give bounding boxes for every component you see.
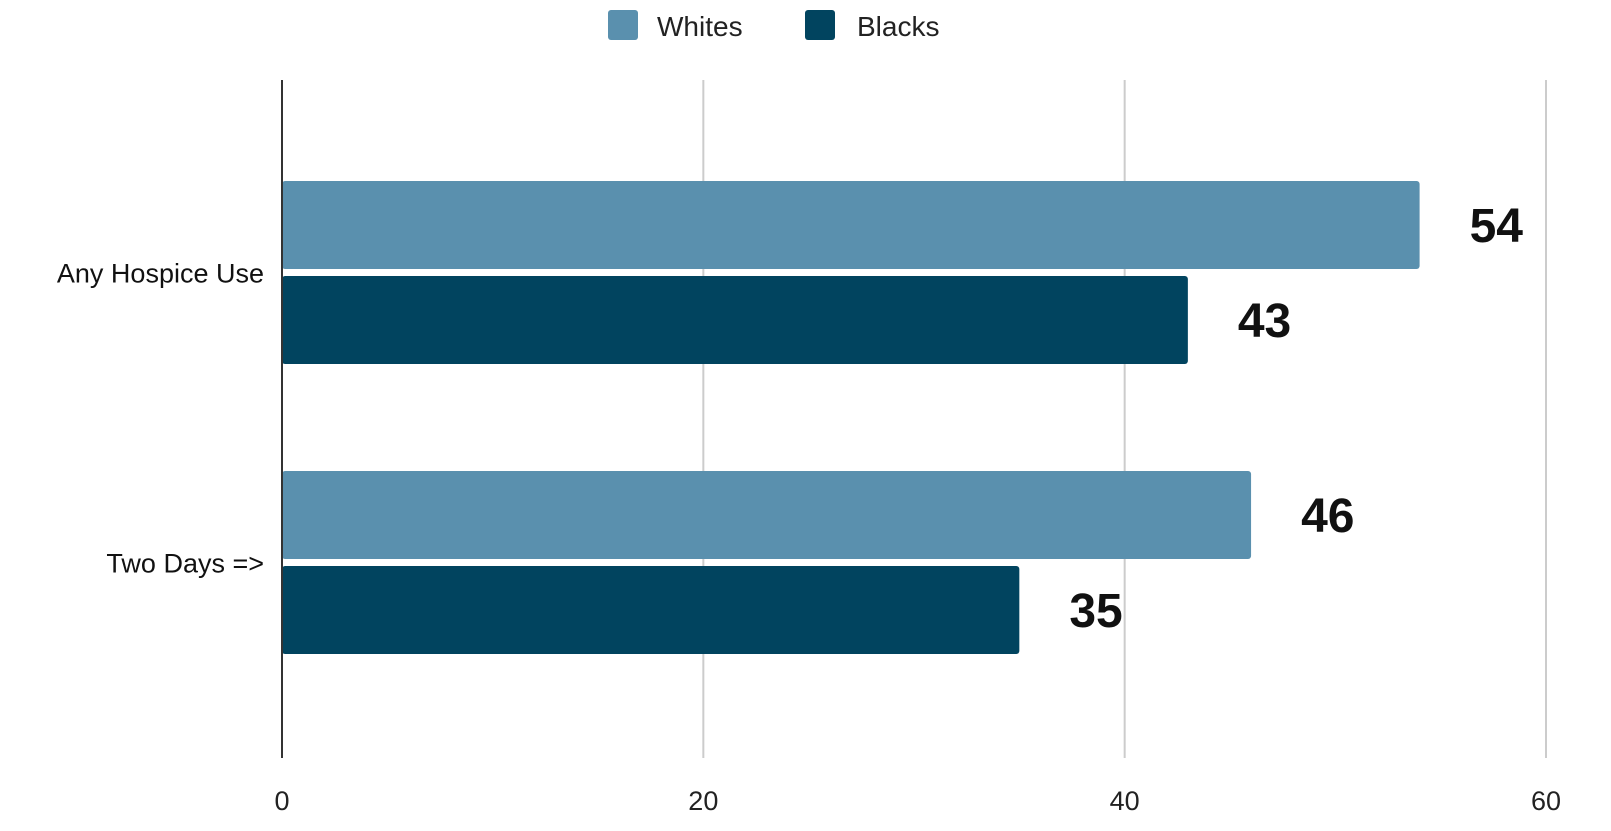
data-label-two-days-whites: 46: [1301, 490, 1354, 543]
data-labels: 54 43 46 35: [1069, 200, 1523, 638]
data-label-two-days-blacks: 35: [1069, 585, 1122, 638]
bars: [282, 181, 1420, 654]
legend-label-whites: Whites: [657, 11, 743, 42]
bar-any-hospice-use-whites: [282, 181, 1420, 269]
data-label-any-hospice-use-blacks: 43: [1238, 295, 1291, 348]
legend: Whites Blacks: [608, 10, 939, 42]
data-label-any-hospice-use-whites: 54: [1470, 200, 1524, 253]
x-tick-label-60: 60: [1531, 786, 1561, 816]
legend-item-whites: Whites: [608, 10, 743, 42]
legend-label-blacks: Blacks: [857, 11, 939, 42]
legend-swatch-whites: [608, 10, 638, 40]
legend-swatch-blacks: [805, 10, 835, 40]
category-label-two-days: Two Days =>: [106, 549, 264, 579]
category-labels: Any Hospice Use Two Days =>: [57, 259, 264, 579]
x-tick-label-0: 0: [274, 786, 289, 816]
legend-item-blacks: Blacks: [805, 10, 939, 42]
x-tick-label-20: 20: [688, 786, 718, 816]
x-tick-label-40: 40: [1110, 786, 1140, 816]
bar-two-days-blacks: [282, 566, 1020, 654]
category-label-any-hospice-use: Any Hospice Use: [57, 259, 264, 289]
bar-any-hospice-use-blacks: [282, 276, 1188, 364]
x-tick-labels: 0 20 40 60: [274, 786, 1561, 816]
bar-two-days-whites: [282, 471, 1252, 559]
